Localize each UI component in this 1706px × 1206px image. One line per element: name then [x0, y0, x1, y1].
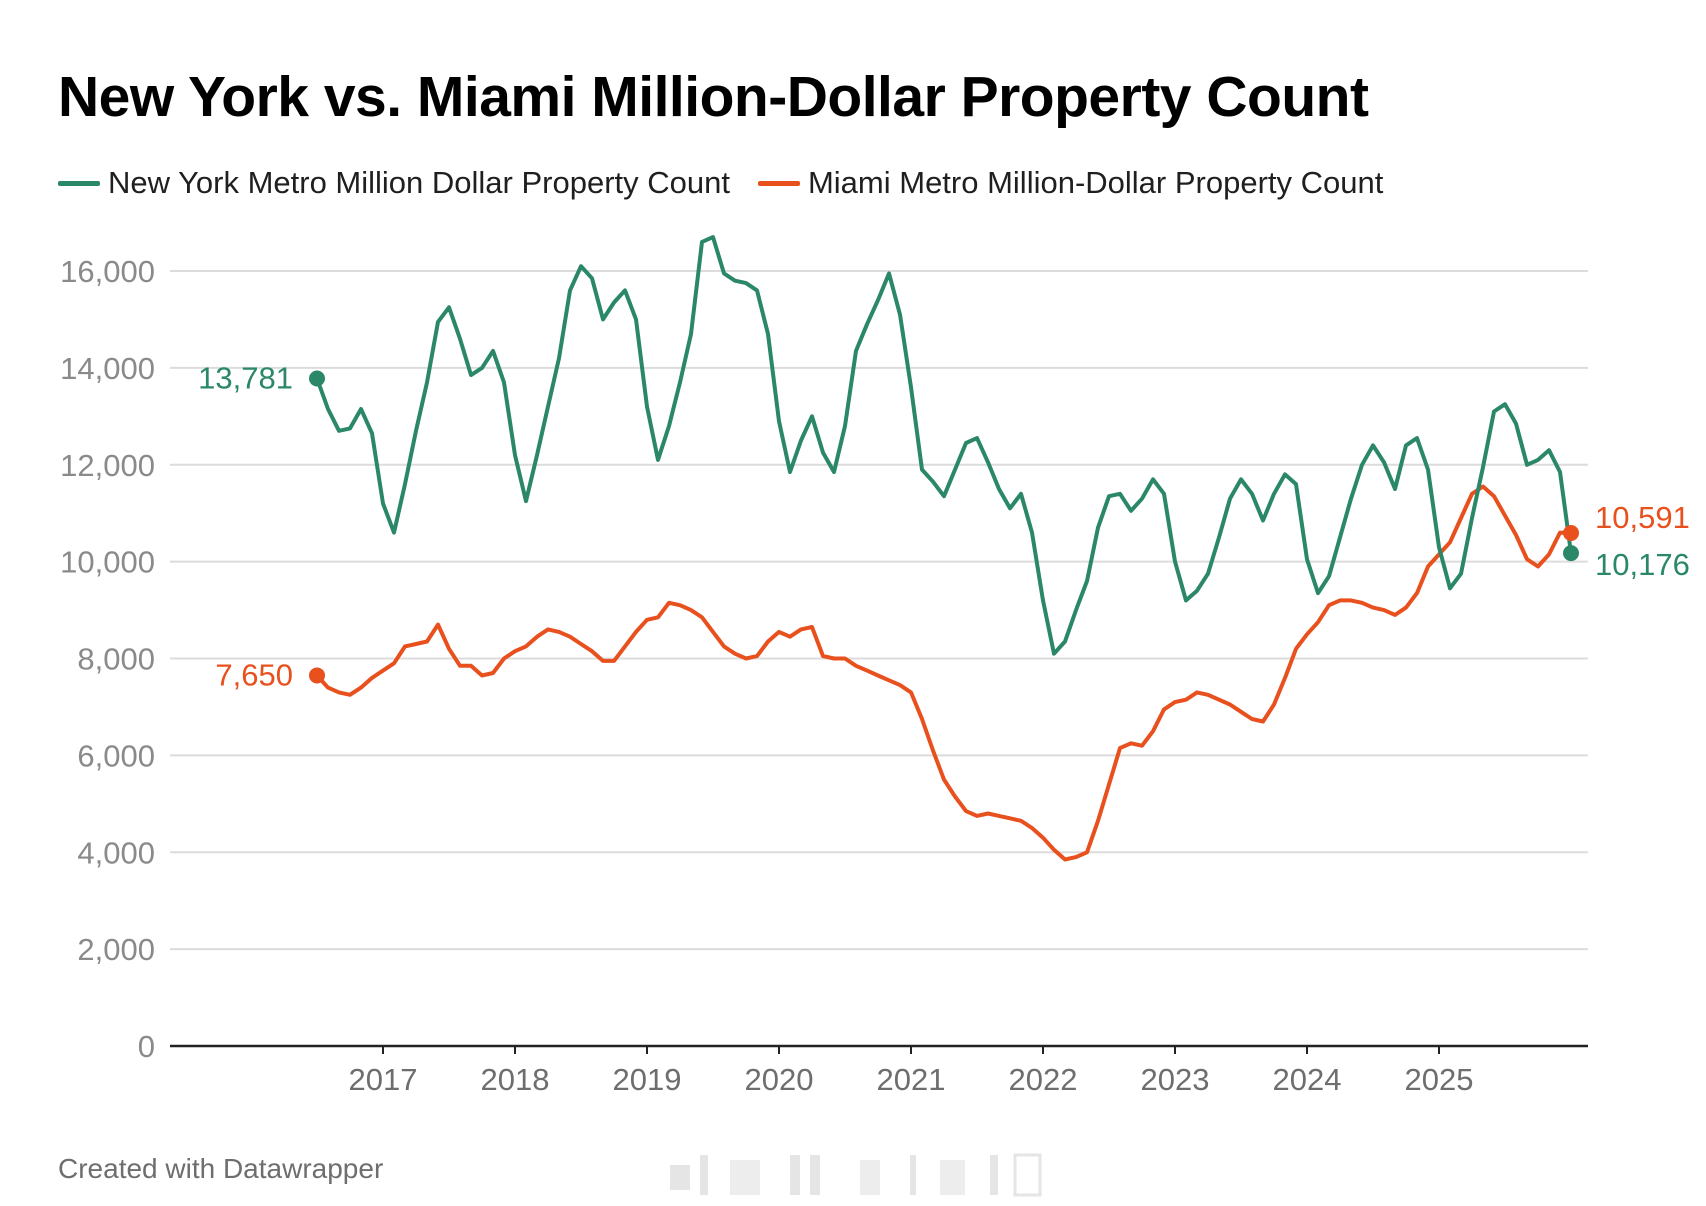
end-marker-new-york [1563, 545, 1579, 562]
legend-label-miami: Miami Metro Million-Dollar Property Coun… [807, 165, 1384, 200]
y-tick-label: 6,000 [77, 738, 155, 773]
x-tick-label: 2022 [1009, 1062, 1078, 1097]
end-marker-miami [1563, 524, 1579, 541]
series-line-miami [315, 484, 1573, 862]
y-tick-label: 8,000 [77, 642, 155, 677]
x-tick-label: 2020 [745, 1062, 814, 1097]
x-tick-label: 2019 [613, 1062, 682, 1097]
chart-title: New York vs. Miami Million-Dollar Proper… [58, 65, 1369, 129]
y-tick-label: 4,000 [77, 835, 155, 870]
legend-item-new-york: New York Metro Million Dollar Property C… [58, 165, 730, 201]
y-tick-label: 12,000 [60, 448, 155, 483]
start-marker-miami [309, 667, 325, 684]
legend-swatch-new-york [58, 180, 100, 186]
legend-label-new-york: New York Metro Million Dollar Property C… [108, 165, 730, 200]
end-label-new-york: 10,176 [1595, 547, 1690, 582]
y-tick-label: 14,000 [60, 351, 155, 386]
legend: New York Metro Million Dollar Property C… [58, 165, 1411, 201]
start-label-new-york: 13,781 [198, 360, 293, 395]
end-label-miami: 10,591 [1595, 500, 1690, 535]
x-tick-label: 2023 [1141, 1062, 1210, 1097]
x-tick-label: 2021 [877, 1062, 946, 1097]
legend-swatch-miami [757, 180, 800, 186]
series-line-new-york [315, 235, 1573, 656]
x-tick-label: 2024 [1273, 1062, 1342, 1097]
y-tick-label: 10,000 [60, 545, 155, 580]
x-tick-label: 2017 [349, 1062, 418, 1097]
x-tick-label: 2025 [1405, 1062, 1474, 1097]
x-tick-label: 2018 [481, 1062, 550, 1097]
y-tick-label: 16,000 [60, 254, 155, 289]
y-tick-label: 0 [138, 1029, 155, 1064]
watermark-barcode [670, 1153, 1042, 1197]
y-tick-label: 2,000 [77, 932, 155, 967]
start-marker-new-york [309, 370, 325, 387]
legend-item-miami: Miami Metro Million-Dollar Property Coun… [757, 165, 1384, 201]
start-label-miami: 7,650 [215, 657, 293, 692]
footer-credit: Created with Datawrapper [58, 1153, 384, 1184]
